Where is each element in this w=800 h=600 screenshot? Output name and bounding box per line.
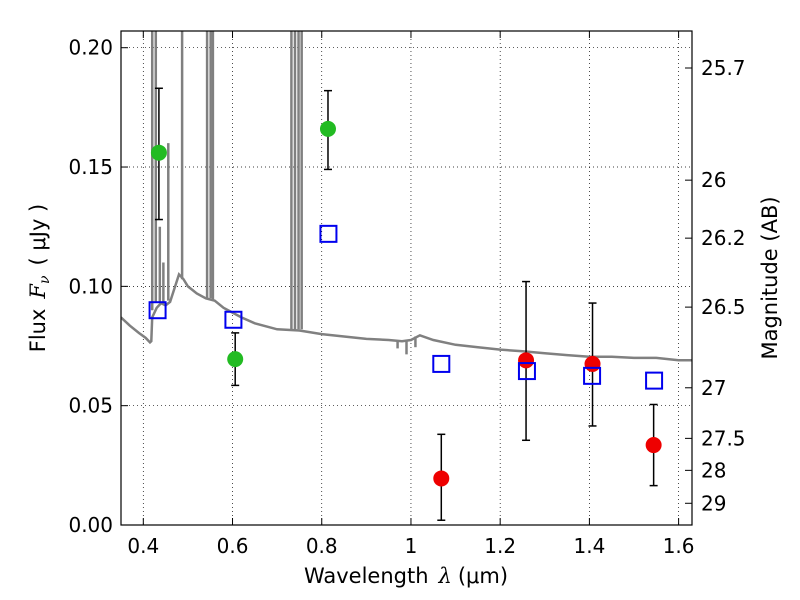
y2-tick-label: 26 bbox=[701, 168, 726, 192]
y-tick-label: 0.20 bbox=[68, 36, 113, 60]
model-point bbox=[224, 310, 243, 329]
x-tick-label: 1.2 bbox=[484, 534, 516, 558]
data-point bbox=[645, 437, 662, 454]
y2-axis-label: Magnitude (AB) bbox=[758, 196, 782, 359]
data-markers bbox=[148, 120, 664, 487]
x-tick-label: 0.8 bbox=[306, 534, 338, 558]
plot-frame bbox=[120, 30, 693, 526]
y-tick-label: 0.00 bbox=[68, 513, 113, 537]
data-point bbox=[518, 352, 535, 369]
y2-tick-label: 26.2 bbox=[701, 226, 746, 250]
y-axis-label: FluxFν( μJy ) bbox=[26, 204, 53, 352]
data-point bbox=[319, 120, 336, 137]
y-tick-label: 0.15 bbox=[68, 155, 113, 179]
y2-tick-label: 25.7 bbox=[701, 56, 746, 80]
x-axis-label: Wavelength λ (μm) bbox=[304, 564, 508, 588]
axes bbox=[120, 30, 693, 526]
x-tick-label: 1 bbox=[405, 534, 418, 558]
model-spectrum bbox=[121, 31, 692, 362]
data-point bbox=[584, 355, 601, 372]
model-spectrum-line bbox=[121, 271, 692, 362]
x-tick-label: 1.4 bbox=[573, 534, 605, 558]
tick-labels: 0.4 0.6 0.8 1 1.2 1.4 1.6 0.00 0.05 0.10 0.15 0.20 2… bbox=[68, 36, 745, 558]
y2-tick-label: 27 bbox=[701, 376, 726, 400]
model-point bbox=[148, 301, 167, 320]
model-point bbox=[432, 354, 451, 373]
data-point bbox=[227, 351, 244, 368]
x-tick-label: 1.6 bbox=[663, 534, 695, 558]
x-tick-label: 0.6 bbox=[217, 534, 249, 558]
y2-tick-label: 26.5 bbox=[701, 295, 746, 319]
y2-tick-label: 29 bbox=[701, 491, 726, 515]
model-point bbox=[645, 371, 664, 390]
y-tick-label: 0.05 bbox=[68, 394, 113, 418]
data-point bbox=[433, 470, 450, 487]
x-tick-label: 0.4 bbox=[127, 534, 159, 558]
model-point bbox=[319, 224, 338, 243]
y2-tick-label: 27.5 bbox=[701, 426, 746, 450]
model-point bbox=[583, 366, 602, 385]
y-tick-label: 0.10 bbox=[68, 274, 113, 298]
y2-tick-label: 28 bbox=[701, 458, 726, 482]
data-point bbox=[150, 144, 167, 161]
model-point bbox=[517, 362, 536, 381]
